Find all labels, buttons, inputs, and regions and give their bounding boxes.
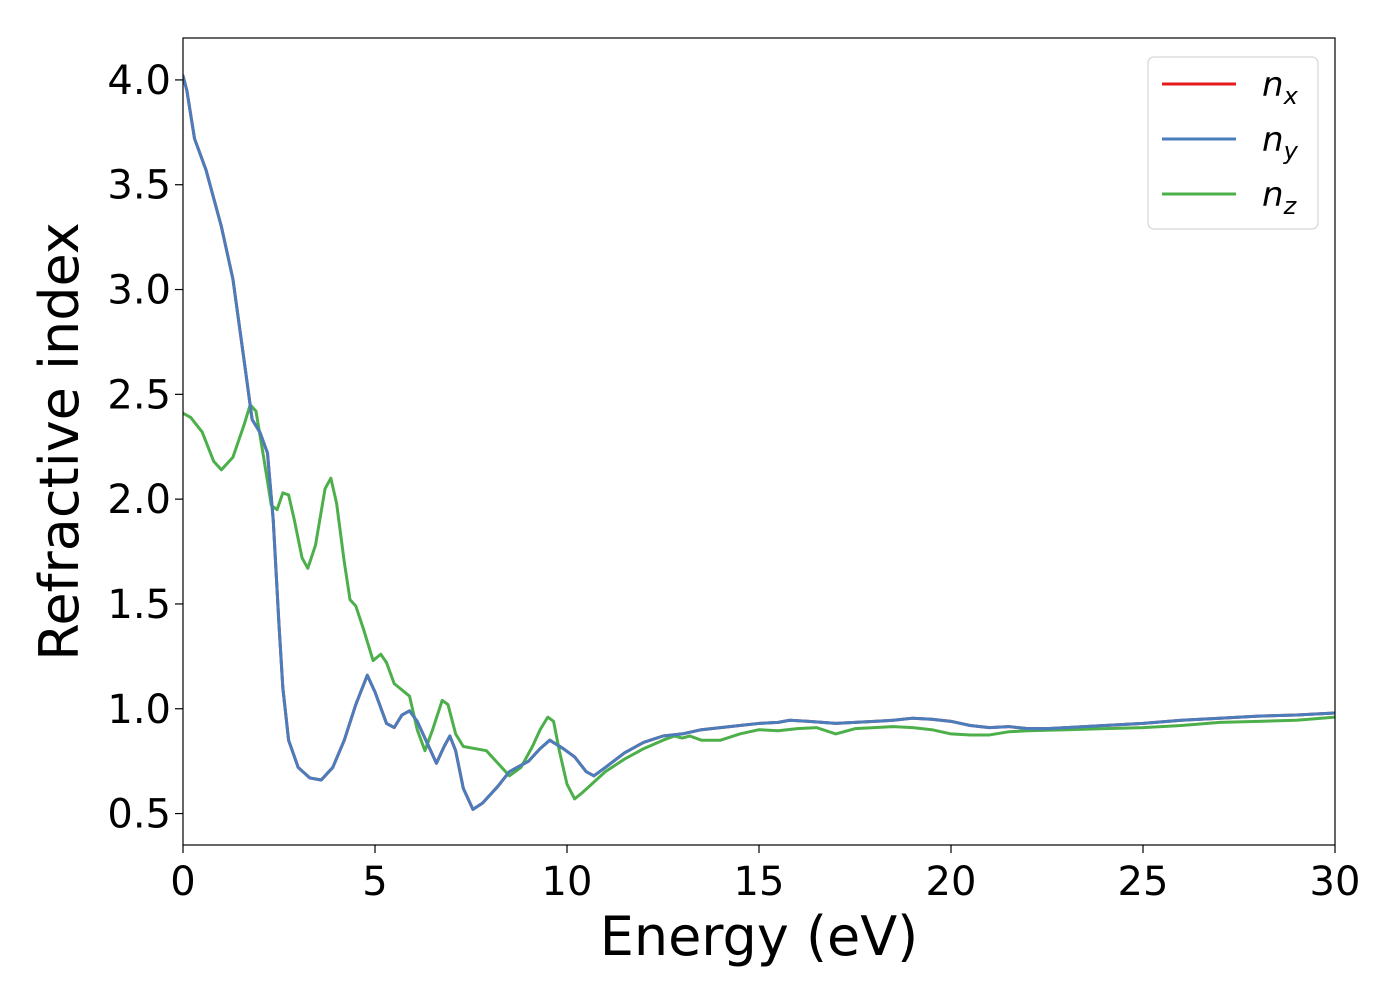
legend-label: nz: [1262, 175, 1298, 220]
legend-label: nx: [1262, 65, 1299, 110]
x-axis: 0 5 10 15 20 25 30: [170, 845, 1360, 905]
legend-label-subscript: z: [1283, 192, 1298, 220]
series-layer: [183, 74, 1335, 811]
legend-label-subscript: y: [1283, 137, 1299, 165]
x-tick-label: 5: [362, 859, 387, 905]
series-line-n-z: [183, 403, 1335, 801]
x-tick-label: 15: [734, 859, 785, 905]
y-tick-label: 2.5: [107, 372, 171, 418]
y-tick-label: 4.0: [107, 58, 171, 104]
y-tick-label: 3.0: [107, 268, 171, 314]
y-axis: 0.5 1.0 1.5 2.0 2.5 3.0 3.5 4.0: [107, 58, 183, 838]
y-tick-label: 1.5: [107, 582, 171, 628]
x-tick-label: 30: [1310, 859, 1361, 905]
legend-label-main: n: [1262, 175, 1284, 215]
series-line-n-y: [183, 74, 1335, 811]
x-tick-label: 10: [542, 859, 593, 905]
x-tick-label: 0: [170, 859, 195, 905]
y-axis-label: Refractive index: [28, 222, 91, 661]
y-tick-label: 1.0: [107, 687, 171, 733]
x-tick-label: 20: [926, 859, 977, 905]
y-tick-label: 2.0: [107, 477, 171, 523]
legend-label-subscript: x: [1283, 82, 1299, 110]
y-tick-label: 3.5: [107, 163, 171, 209]
x-tick-label: 25: [1118, 859, 1169, 905]
y-tick-label: 0.5: [107, 792, 171, 838]
x-axis-label: Energy (eV): [600, 905, 919, 968]
legend-label-main: n: [1262, 65, 1284, 105]
legend-label: ny: [1262, 120, 1299, 165]
legend-box: [1147, 56, 1319, 230]
legend-label-main: n: [1262, 120, 1284, 160]
